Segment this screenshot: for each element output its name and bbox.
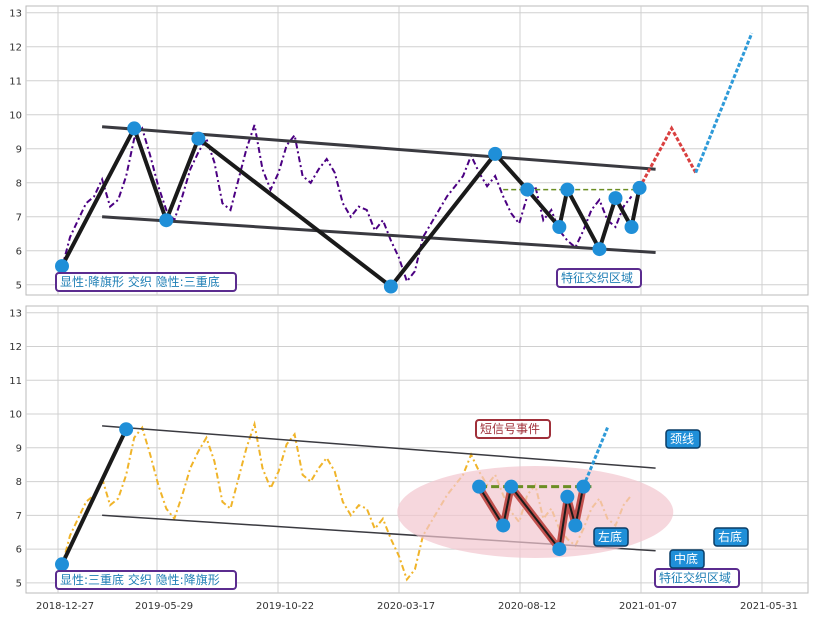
y-tick-label: 7 [16, 511, 22, 522]
y-tick-label: 10 [9, 410, 22, 421]
pattern-marker [520, 182, 535, 197]
y-tick-label: 7 [16, 212, 22, 223]
signal-label-box [475, 419, 551, 439]
projection-blue [694, 32, 754, 174]
y-tick-label: 13 [9, 8, 22, 19]
zone-label-box [654, 568, 740, 588]
pattern-marker [552, 220, 567, 234]
bull-leg-line [60, 428, 129, 566]
y-tick-label: 9 [16, 443, 22, 454]
x-tick-label: 2019-05-29 [135, 601, 193, 612]
pattern-marker [383, 279, 398, 294]
mid-bottom-label-text: 中底 [674, 551, 698, 566]
series-layer [61, 124, 633, 582]
y-tick-label: 8 [16, 178, 22, 189]
right-bottom-label-box [713, 527, 749, 547]
pattern-marker [55, 557, 69, 572]
left-bottom-label-text: 左底 [598, 529, 622, 544]
left-bottom-label-box [593, 527, 629, 547]
y-tick-label: 12 [9, 42, 22, 53]
x-tick-label: 2021-05-31 [740, 601, 798, 612]
right-bottom-label-text: 右底 [718, 529, 742, 544]
x-tick-label: 2021-01-07 [619, 601, 677, 612]
y-tick-label: 5 [16, 578, 22, 589]
projection-blue [582, 427, 609, 488]
pattern-marker [55, 259, 69, 274]
channel-lower-line [102, 215, 656, 254]
zone-label-text: 特征交织区域 [561, 270, 633, 285]
pattern-label-box [55, 570, 237, 590]
pattern-marker [576, 479, 591, 494]
projection-red [638, 125, 698, 189]
pattern-marker [159, 213, 174, 228]
pattern-marker [560, 489, 575, 504]
mid-bottom-label-box [669, 549, 705, 569]
pattern-label-box [55, 272, 237, 292]
y-tick-label: 10 [9, 110, 22, 121]
pattern-marker [608, 191, 623, 206]
ticks-layer: 5 6 7 8 9 10 11 12 13 5 6 7 8 9 10 11 12 13 2018-12-27 2019… [9, 8, 798, 612]
y-tick-label: 6 [16, 545, 22, 556]
zone-label-box [556, 268, 642, 288]
x-tick-label: 2019-10-22 [256, 601, 314, 612]
series-line-top [61, 124, 633, 284]
pattern-marker [552, 542, 567, 557]
signal-label-text: 短信号事件 [480, 422, 540, 436]
channel-upper-line [102, 425, 656, 469]
pattern-marker [632, 180, 647, 195]
pattern-marker [488, 146, 503, 161]
pattern-marker [119, 422, 134, 437]
y-tick-label: 5 [16, 280, 22, 291]
pattern-marker [496, 518, 511, 533]
y-tick-label: 6 [16, 246, 22, 257]
x-tick-label: 2018-12-27 [36, 601, 94, 612]
y-tick-label: 12 [9, 342, 22, 353]
neckline-label-box [665, 429, 701, 449]
pattern-marker [624, 220, 639, 234]
y-tick-label: 9 [16, 144, 22, 155]
x-tick-label: 2020-03-17 [377, 601, 435, 612]
zone-label-text: 特征交织区域 [659, 570, 731, 585]
x-tick-label: 2020-08-12 [498, 601, 556, 612]
series-line-bottom [61, 420, 633, 582]
y-tick-label: 8 [16, 477, 22, 488]
pattern-marker [504, 479, 519, 494]
pattern-marker [191, 131, 206, 146]
pattern-label-text: 显性:降旗形 交织 隐性:三重底 [60, 274, 220, 289]
pattern-marker [592, 242, 607, 257]
pattern-marker [568, 518, 583, 533]
pattern-marker [472, 479, 487, 494]
y-tick-label: 11 [9, 76, 22, 87]
y-tick-label: 13 [9, 308, 22, 319]
neckline-label-text: 颈线 [670, 432, 694, 446]
pattern-label-text: 显性:三重底 交织 隐性:降旗形 [60, 572, 220, 587]
pattern-marker [560, 182, 575, 197]
y-tick-label: 11 [9, 376, 22, 387]
highlight-ellipse [397, 465, 674, 558]
pattern-marker [127, 121, 142, 136]
